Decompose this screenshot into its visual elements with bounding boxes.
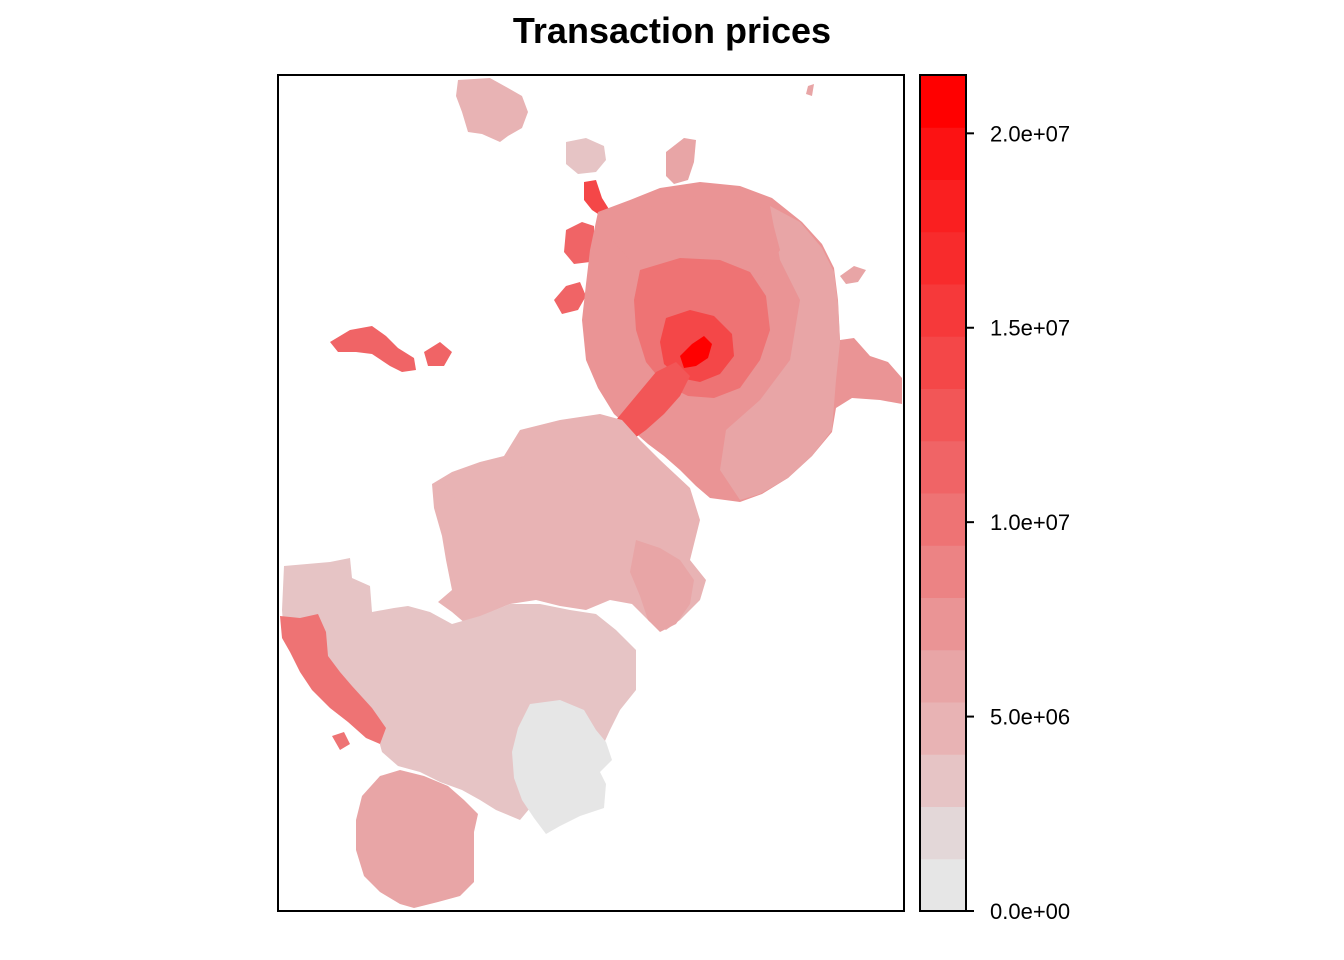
map-region xyxy=(630,540,694,632)
legend-band xyxy=(920,597,966,651)
legend-band xyxy=(920,75,966,128)
legend-tick-label: 5.0e+06 xyxy=(990,705,1070,730)
map-frame xyxy=(277,74,905,912)
map-title: Transaction prices xyxy=(512,10,832,51)
legend-band xyxy=(920,545,966,598)
map-region xyxy=(456,78,528,142)
legend-band xyxy=(920,493,966,546)
map-region xyxy=(440,462,600,530)
legend-band xyxy=(920,127,966,180)
color-legend: 0.0e+00 5.0e+06 1.0e+07 1.5e+07 2.0e+07 xyxy=(919,74,1070,924)
legend-frame xyxy=(919,74,967,912)
legend-band xyxy=(920,806,966,860)
map-region xyxy=(584,180,612,218)
legend-band xyxy=(920,858,966,912)
map-regions xyxy=(280,78,902,908)
legend-band xyxy=(920,649,966,703)
map-region xyxy=(566,138,606,174)
legend-tick-label: 1.0e+07 xyxy=(990,510,1070,535)
map-region xyxy=(666,138,696,184)
legend-band xyxy=(920,336,966,389)
legend-band xyxy=(920,440,966,494)
map-region xyxy=(282,558,636,820)
map-region xyxy=(512,700,612,834)
legend-band xyxy=(920,754,966,807)
legend-band xyxy=(920,388,966,442)
legend-tick-label: 1.5e+07 xyxy=(990,316,1070,341)
map-region xyxy=(720,206,840,500)
map-region xyxy=(330,326,452,372)
legend-tick-label: 2.0e+07 xyxy=(990,121,1070,146)
legend-band xyxy=(920,179,966,233)
legend-band xyxy=(920,231,966,285)
map-region xyxy=(356,770,478,908)
legend-band xyxy=(920,702,966,755)
legend-tick-label: 0.0e+00 xyxy=(990,899,1070,924)
map-region xyxy=(680,336,712,368)
map-region xyxy=(554,222,594,314)
map-region xyxy=(280,614,386,750)
map-region xyxy=(616,362,690,440)
legend-band xyxy=(920,284,966,337)
